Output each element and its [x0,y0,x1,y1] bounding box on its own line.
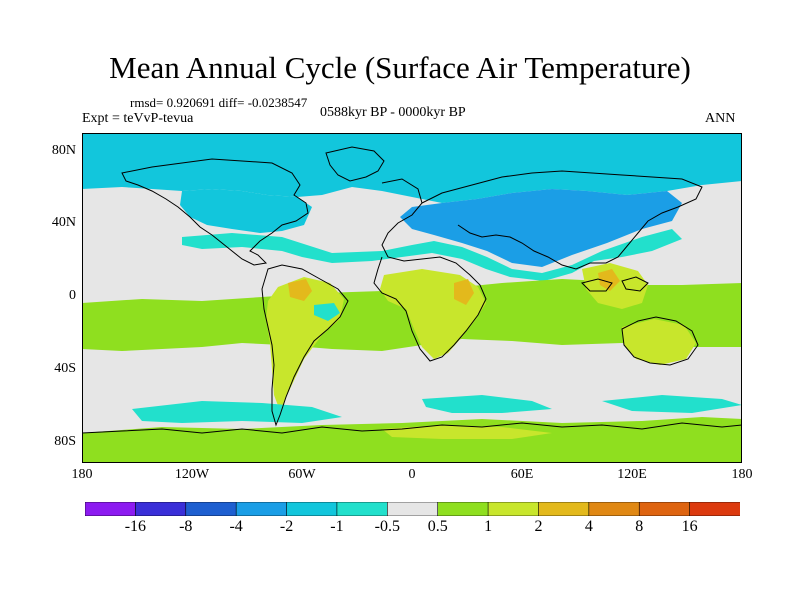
greenland-coast [325,146,385,182]
australia-warm-region [622,319,696,365]
africa-europe-coast [373,178,487,362]
antarctica-coast [82,422,742,434]
colorbar-swatch [437,502,489,516]
colorbar-tick-label: -16 [124,518,147,535]
lon-label-0: 0 [408,467,416,482]
colorbar-tick-label: 8 [635,518,644,535]
southern-ocean-cool-patch [132,401,342,423]
map-border [82,133,742,463]
south-atlantic-cool-patch [422,395,552,413]
north-america-coast [121,158,309,266]
colorbar-swatch [689,502,740,516]
colorbar-tick-label: 4 [584,518,593,535]
lon-label-180e: 180 [731,467,753,482]
colorbar-swatch [185,502,237,516]
maritime-continent-coast [581,276,649,292]
north-subtropics-cool-band [182,229,682,281]
colorbar-swatch [638,502,691,516]
experiment-label: Expt = teVvP-tevua [82,111,194,126]
lat-label-0: 0 [69,288,76,303]
lat-label-80s: 80S [54,434,76,449]
colorbar-swatch [286,502,338,516]
colorbar-swatch [387,502,439,516]
anomaly-map [82,133,742,463]
colorbar-tick-label: 0.5 [427,518,448,535]
colorbar [85,502,740,516]
asia-coast [421,170,703,270]
eurasia-cool-region [400,189,682,267]
colorbar-tick-label: 1 [484,518,493,535]
colorbar-tick-label: -4 [229,518,243,535]
colorbar-swatch [135,502,187,516]
colorbar-swatch [588,502,640,516]
arctic-cool-region [82,133,742,203]
plot-title: Mean Annual Cycle (Surface Air Temperatu… [109,50,691,85]
lon-label-120e: 120E [617,467,647,482]
colorbar-tick-label: 2 [534,518,543,535]
colorbar-swatch [538,502,590,516]
lon-label-180w: 180 [71,467,93,482]
south-pacific-cool-patch [602,395,742,413]
colorbar-tick-label: 16 [681,518,698,535]
antarctic-warmer-patch [382,425,552,439]
lon-label-60e: 60E [510,467,534,482]
season-label: ANN [705,111,736,126]
north-america-cool-region [180,189,312,233]
colorbar-swatch [85,502,136,516]
lat-label-40s: 40S [54,361,76,376]
australia-coast [621,316,699,366]
lat-label-80n: 80N [51,143,76,158]
coastlines [82,146,742,434]
lon-label-60w: 60W [288,467,316,482]
east-africa-warmest-spot [454,279,474,305]
colorbar-tick-label: -1 [330,518,344,535]
antarctic-warm-band [82,417,742,463]
colorbar-tick-label: -8 [179,518,193,535]
amazon-warmest-spot [288,279,312,301]
colorbar-swatch [235,502,288,516]
colorbar-swatch [336,502,388,516]
rmsd-diff-stats: rmsd= 0.920691 diff= -0.0238547 [130,95,308,110]
brazil-cool-spot [314,303,340,321]
period-label: 0588kyr BP - 0000kyr BP [320,105,466,120]
lon-label-120w: 120W [174,467,210,482]
colorbar-tick-label: -0.5 [374,518,400,535]
colorbar-tick-label: -2 [279,518,294,535]
southeast-asia-warmest-spot [598,269,620,291]
lat-label-40n: 40N [51,215,76,230]
colorbar-swatch [487,502,540,516]
south-america-coast [261,264,349,427]
